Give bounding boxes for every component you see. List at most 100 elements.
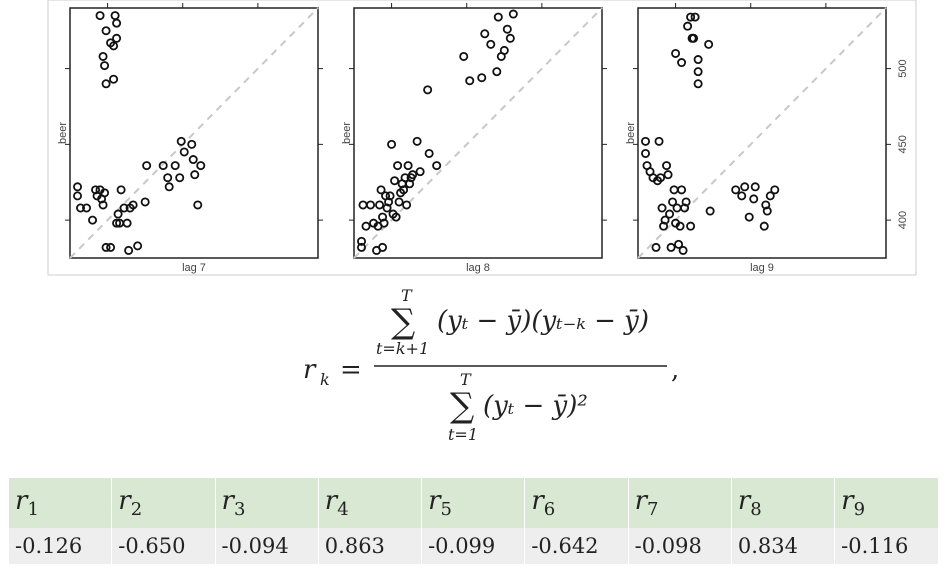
panel-1-data-point	[82, 203, 92, 213]
header-subscript: 6	[543, 499, 556, 521]
panel-1-data-point	[109, 74, 119, 84]
panel-2-y-axis-label: beer	[341, 122, 353, 144]
panel-2-data-point	[390, 176, 400, 186]
panel-2-data-point	[415, 167, 425, 177]
panel-2-data-point	[424, 148, 434, 158]
panel-2-data-point	[403, 161, 413, 171]
value-r8: 0.834	[730, 528, 835, 564]
panel-2-data-point	[400, 173, 410, 183]
panel-3-data-point	[657, 203, 667, 213]
panel-3-data-point	[693, 79, 703, 89]
denominator-sum-bottom: t=1	[448, 425, 478, 444]
denominator-sum-top: T	[460, 370, 472, 389]
header-subscript: 4	[337, 499, 349, 521]
panel-1-data-point	[95, 11, 105, 21]
panel-3-data-point	[681, 197, 691, 207]
panel-3-data-point	[660, 215, 670, 225]
header-r4: r4	[317, 478, 422, 528]
header-r9: r9	[834, 478, 938, 528]
header-subscript: 8	[750, 499, 762, 521]
panel-3-y-tick-label: 400	[897, 211, 909, 229]
value-r2: -0.650	[111, 528, 216, 564]
panel-3-data-point	[737, 191, 747, 201]
value-r7: -0.098	[627, 528, 732, 564]
panel-1-data-point	[100, 61, 110, 71]
panel-3-data-point	[759, 221, 769, 231]
panel-3-x-axis-label: lag 9	[750, 262, 774, 274]
formula-lhs: r	[303, 355, 317, 385]
header-r1: r1	[7, 478, 112, 528]
panel-2-data-point	[378, 242, 388, 252]
header-symbol: r	[531, 485, 544, 516]
panel-3-data-point	[678, 245, 688, 255]
panel-2-data-point	[387, 139, 397, 149]
panel-2-data-point	[391, 212, 401, 222]
panel-3-data-point	[674, 239, 684, 249]
denominator-body: (yₜ − ȳ)²	[483, 391, 588, 421]
panel-3-data-point	[689, 33, 699, 43]
panel-3-data-point	[750, 182, 760, 192]
formula-lhs-subscript: k	[320, 370, 330, 389]
value-r1: -0.126	[7, 528, 112, 564]
panel-2-data-point	[502, 24, 512, 34]
panel-1-data-point	[158, 161, 168, 171]
value-r5: -0.099	[421, 528, 525, 564]
autocorrelation-table: r1 r2 r3 r4 r5 r6 r7 r8 r9 -0.126 -0.650 -0.094 0.8…	[7, 478, 938, 564]
panel-1-data-point	[112, 18, 122, 28]
panel-1-x-axis-label: lag 7	[182, 262, 206, 274]
panel-3-data-point	[683, 21, 693, 31]
panel-3-data-point	[666, 242, 676, 252]
panel-1-data-point	[106, 242, 116, 252]
panel-2-data-point	[393, 161, 403, 171]
panel-3-data-point	[704, 39, 714, 49]
panel-3-data-point	[762, 206, 772, 216]
panel-2-data-point	[423, 85, 433, 95]
panel-1-data-point	[73, 182, 83, 192]
lag-scatter-panels: lag 7 beer lag 8 beer 400 450 500 lag 9 beer	[47, 0, 917, 276]
panel-3-data-point	[740, 182, 750, 192]
header-r5: r5	[421, 478, 525, 528]
panel-1-data-point	[188, 155, 198, 165]
panel-1-data-point	[112, 218, 122, 228]
panel-1-data-point	[73, 191, 83, 201]
panel-2-data-point	[465, 76, 475, 86]
panel-1-data-point	[124, 245, 134, 255]
header-symbol: r	[324, 485, 338, 516]
panel-3-y-tick-label: 450	[897, 135, 909, 153]
panel-2-data-point	[508, 9, 518, 19]
header-r3: r3	[214, 478, 319, 528]
panel-1-data-point	[98, 51, 108, 61]
panel-2-data-point	[499, 45, 509, 55]
value-r3: -0.094	[214, 528, 319, 564]
value-r4: 0.863	[317, 528, 422, 564]
header-symbol: r	[737, 485, 751, 516]
panel-1-data-point	[142, 161, 152, 171]
table-header-row: r1 r2 r3 r4 r5 r6 r7 r8 r9	[7, 478, 938, 528]
formula-equals: =	[340, 355, 362, 385]
panel-1-data-point	[112, 33, 122, 43]
header-subscript: 3	[233, 499, 246, 521]
panel-1-data-point	[190, 170, 200, 180]
panel-1-data-point	[133, 241, 143, 251]
header-r8: r8	[730, 478, 835, 528]
panel-1-data-point	[164, 182, 174, 192]
panel-3-y-axis-label: beer	[625, 122, 637, 144]
panel-3-data-point	[693, 55, 703, 65]
panel-2-data-point	[493, 12, 503, 22]
panel-3-y-tick-label: 500	[897, 59, 909, 77]
header-r6: r6	[524, 478, 629, 528]
panel-2-data-point	[361, 221, 371, 231]
panel-3-data-point	[651, 242, 661, 252]
panel-3-data-point	[686, 12, 696, 22]
panel-3-data-point	[765, 191, 775, 201]
panel-2-data-point	[505, 33, 515, 43]
panel-3-data-point	[744, 212, 754, 222]
header-subscript: 2	[130, 499, 143, 521]
header-symbol: r	[634, 485, 648, 516]
panel-2-data-point	[408, 170, 418, 180]
panel-2-data-point	[357, 242, 367, 252]
header-subscript: 7	[647, 499, 659, 521]
panel-1-data-point	[88, 215, 98, 225]
panel-2-data-point	[366, 200, 376, 210]
panel-2-data-point	[459, 51, 469, 61]
